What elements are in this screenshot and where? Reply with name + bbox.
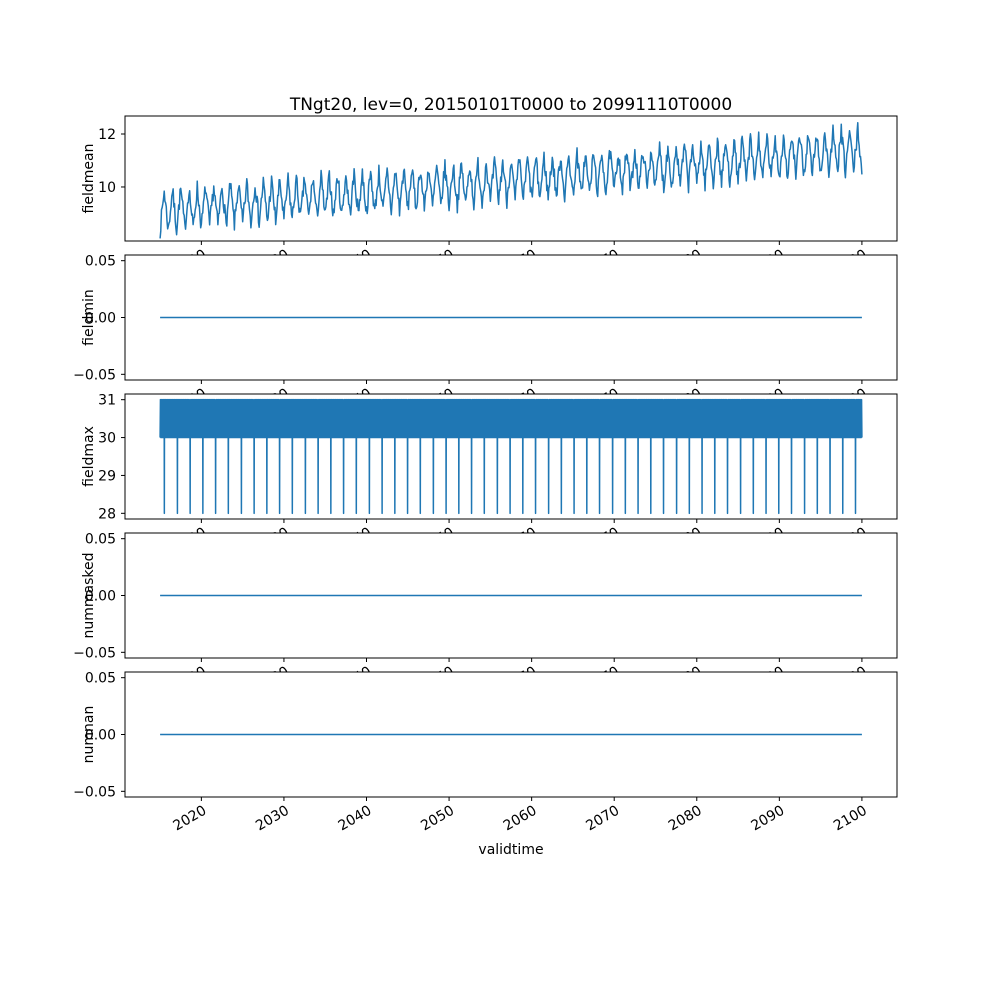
y-tick-label: −0.05 xyxy=(73,645,116,661)
y-axis-label-numnan: numnan xyxy=(81,706,97,764)
figure-title: TNgt20, lev=0, 20150101T0000 to 20991110… xyxy=(289,95,733,115)
x-tick-label: 2040 xyxy=(336,803,375,835)
x-tick-label: 2060 xyxy=(501,525,540,557)
x-tick-label: 2060 xyxy=(501,803,540,835)
y-axis-label-nummasked: nummasked xyxy=(81,552,97,638)
y-tick-label: 0.05 xyxy=(85,532,116,548)
axes-frame xyxy=(124,532,898,659)
x-tick-label: 2070 xyxy=(583,803,622,835)
x-tick-label: 2030 xyxy=(253,525,292,557)
x-tick-label: 2090 xyxy=(748,803,787,835)
x-tick-label: 2100 xyxy=(831,664,870,696)
x-tick-label: 2100 xyxy=(831,386,870,418)
axes-frame xyxy=(124,393,898,520)
x-tick-label: 2020 xyxy=(171,803,210,835)
x-axis-label: validtime xyxy=(478,842,544,858)
y-axis-label-fieldmax: fieldmax xyxy=(81,426,97,487)
x-tick-label: 2040 xyxy=(336,525,375,557)
y-axis-label-fieldmean: fieldmean xyxy=(81,144,97,214)
x-tick-label: 2030 xyxy=(253,803,292,835)
x-tick-label: 2020 xyxy=(171,525,210,557)
y-tick-label: 30 xyxy=(98,431,116,447)
y-tick-label: −0.05 xyxy=(73,784,116,800)
x-tick-label: 2100 xyxy=(831,247,870,279)
x-tick-label: 2040 xyxy=(336,247,375,279)
y-tick-label: 0.05 xyxy=(85,254,116,270)
x-tick-label: 2030 xyxy=(253,247,292,279)
y-tick-label: 28 xyxy=(98,506,116,522)
y-tick-label: −0.05 xyxy=(73,367,116,383)
axes-background xyxy=(125,116,897,241)
axes-background xyxy=(125,255,897,380)
axes-frame xyxy=(124,115,898,242)
y-tick-label: 0.00 xyxy=(85,311,116,327)
x-tick-label: 2080 xyxy=(666,525,705,557)
x-tick-label: 2080 xyxy=(666,803,705,835)
axes-frame xyxy=(124,254,898,381)
x-tick-label: 2080 xyxy=(666,386,705,418)
x-tick-label: 2100 xyxy=(831,803,870,835)
x-tick-label: 2020 xyxy=(171,664,210,696)
y-tick-label: 29 xyxy=(98,468,116,484)
x-tick-label: 2050 xyxy=(418,525,457,557)
y-tick-label: 0.00 xyxy=(85,728,116,744)
data-line-fieldmean xyxy=(159,121,863,239)
y-tick-label: 0.00 xyxy=(85,589,116,605)
y-tick-label: 0.05 xyxy=(85,671,116,687)
axes-background xyxy=(125,533,897,658)
x-tick-label: 2020 xyxy=(171,247,210,279)
y-tick-label: 31 xyxy=(98,393,116,409)
x-tick-label: 2090 xyxy=(748,525,787,557)
x-tick-label: 2080 xyxy=(666,247,705,279)
x-tick-label: 2050 xyxy=(418,386,457,418)
y-tick-label: 10 xyxy=(98,180,116,196)
data-line-fieldmax xyxy=(159,398,863,515)
axes-frame xyxy=(124,671,898,798)
axes-background xyxy=(125,394,897,519)
x-tick-label: 2090 xyxy=(748,247,787,279)
axes-background xyxy=(125,672,897,797)
x-tick-label: 2070 xyxy=(583,247,622,279)
x-tick-label: 2070 xyxy=(583,664,622,696)
x-tick-label: 2090 xyxy=(748,664,787,696)
y-axis-label-fieldmin: fieldmin xyxy=(81,289,97,346)
x-tick-label: 2030 xyxy=(253,386,292,418)
x-tick-label: 2080 xyxy=(666,664,705,696)
x-tick-label: 2090 xyxy=(748,386,787,418)
x-tick-label: 2070 xyxy=(583,525,622,557)
x-tick-label: 2050 xyxy=(418,247,457,279)
x-tick-label: 2020 xyxy=(171,386,210,418)
x-tick-label: 2040 xyxy=(336,386,375,418)
x-tick-label: 2060 xyxy=(501,247,540,279)
x-tick-label: 2050 xyxy=(418,803,457,835)
x-tick-label: 2070 xyxy=(583,386,622,418)
x-tick-label: 2060 xyxy=(501,386,540,418)
x-tick-label: 2060 xyxy=(501,664,540,696)
y-tick-label: 12 xyxy=(98,127,116,143)
x-tick-label: 2050 xyxy=(418,664,457,696)
x-tick-label: 2040 xyxy=(336,664,375,696)
x-tick-label: 2030 xyxy=(253,664,292,696)
x-tick-label: 2100 xyxy=(831,525,870,557)
